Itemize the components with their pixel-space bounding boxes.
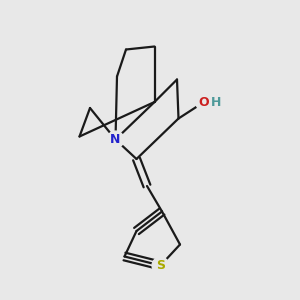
Circle shape: [152, 257, 169, 274]
Circle shape: [107, 131, 124, 148]
Text: N: N: [110, 133, 121, 146]
Circle shape: [208, 94, 224, 110]
Text: O: O: [199, 95, 209, 109]
Text: H: H: [211, 95, 221, 109]
Circle shape: [196, 94, 212, 110]
Text: S: S: [156, 259, 165, 272]
